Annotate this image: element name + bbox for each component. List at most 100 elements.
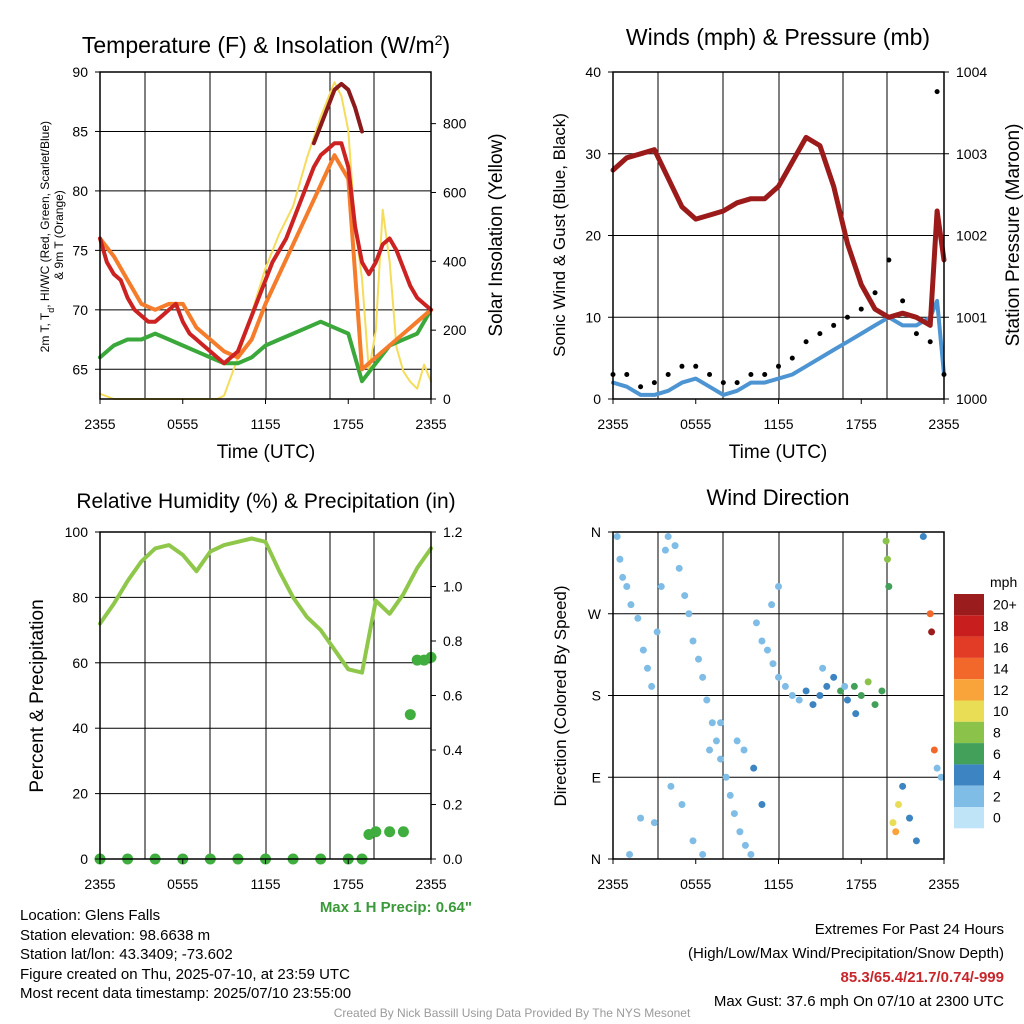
direction-point	[795, 696, 803, 704]
temperature-y-label: 2m T, Td, HI/WC (Red, Green, Scarlet/Blu…	[38, 118, 66, 353]
precip-point	[404, 709, 416, 721]
direction-point	[706, 746, 714, 754]
rh-xtick-label: 2355	[84, 876, 115, 892]
rh-y2tick-label: 0.4	[443, 742, 463, 758]
direction-point	[928, 628, 936, 636]
temp-y2tick-label: 200	[443, 322, 467, 338]
heat-index-line	[311, 81, 364, 146]
direction-point	[678, 801, 686, 808]
rh-ytick-label: 40	[72, 720, 88, 736]
direction-point	[639, 646, 647, 654]
colorbar-swatch	[954, 785, 984, 807]
dir-xtick-label: 0555	[680, 876, 711, 892]
direction-point	[736, 828, 744, 836]
temp-xtick-label: 2355	[415, 416, 446, 432]
colorbar-label: 18	[993, 618, 1009, 634]
direction-point	[912, 837, 920, 845]
direction-point	[722, 773, 730, 781]
direction-point	[634, 614, 642, 622]
wind-plot-frame	[612, 71, 945, 400]
rh-ytick-label: 0	[80, 851, 88, 867]
direction-point	[703, 696, 711, 704]
wind-ytick-label: 0	[593, 391, 601, 407]
direction-point	[758, 801, 766, 808]
wind-y2tick-label: 1002	[956, 228, 987, 244]
direction-point	[781, 682, 789, 690]
direction-point	[899, 782, 907, 790]
colorbar-label: 6	[993, 746, 1001, 762]
temperature-panel: Temperature (F) & Insolation (W/m2) Time…	[38, 32, 507, 463]
gust-point	[900, 298, 906, 304]
gust-point	[927, 339, 933, 345]
colorbar-label: 20+	[993, 597, 1017, 613]
direction-point	[894, 801, 902, 808]
direction-point	[717, 755, 725, 763]
direction-point	[752, 619, 760, 627]
wind-ytick-label: 40	[585, 64, 601, 80]
temp-y2tick-label: 0	[443, 391, 451, 407]
direction-point	[626, 850, 634, 858]
gust-point	[872, 290, 878, 296]
rh-y2tick-label: 0.2	[443, 797, 463, 813]
direction-point	[889, 819, 897, 827]
colorbar-swatch	[954, 743, 984, 765]
dir-ytick-label: E	[592, 769, 601, 785]
winds-title: Winds (mph) & Pressure (mb)	[626, 24, 930, 50]
direction-point	[850, 682, 858, 690]
gust-point	[679, 363, 685, 369]
direction-point	[685, 610, 693, 618]
gust-point	[707, 371, 713, 377]
direction-point	[775, 583, 782, 590]
direction-point	[830, 673, 838, 681]
direction-point	[758, 637, 766, 645]
temperature-title: Temperature (F) & Insolation (W/m2)	[82, 32, 450, 58]
precip-point	[370, 826, 382, 838]
direction-point	[857, 692, 865, 699]
direction-point	[689, 837, 697, 845]
temp-y2tick-label: 800	[443, 116, 467, 132]
temp-ytick-label: 80	[72, 183, 88, 199]
gust-point	[651, 380, 657, 386]
dir-ytick-label: S	[592, 688, 601, 704]
direction-point	[689, 637, 697, 645]
rh-y2tick-label: 1.0	[443, 579, 463, 595]
max-gust-text: Max Gust: 37.6 mph On 07/10 at 2300 UTC	[713, 993, 1004, 1010]
dir-xtick-label: 2355	[928, 876, 959, 892]
direction-point	[788, 692, 796, 699]
direction-point	[741, 841, 749, 849]
humidity-title: Relative Humidity (%) & Precipitation (i…	[76, 490, 455, 513]
rh-ytick-label: 100	[65, 524, 89, 540]
dir-plot-frame	[612, 531, 945, 860]
colorbar-label: 10	[993, 703, 1009, 719]
direction-point	[616, 555, 624, 563]
rh-xtick-label: 1755	[333, 876, 364, 892]
gust-point	[789, 355, 795, 361]
direction-point	[733, 737, 741, 745]
winds-y-label: Sonic Wind & Gust (Blue, Black)	[550, 113, 569, 357]
elevation-text: Station elevation: 98.6638 m	[20, 926, 211, 944]
extremes-info: Extremes For Past 24 Hours (High/Low/Max…	[688, 918, 1004, 1014]
direction-point	[883, 555, 891, 563]
gust-point	[638, 384, 644, 390]
direction-point	[671, 542, 679, 550]
direction-point	[643, 664, 651, 672]
direction-point	[823, 682, 831, 690]
direction-title: Wind Direction	[706, 485, 849, 510]
direction-point	[919, 533, 927, 541]
colorbar-label: 14	[993, 661, 1009, 677]
direction-point	[619, 573, 627, 581]
temp-ytick-label: 85	[72, 123, 88, 139]
direction-point	[740, 746, 748, 754]
temperature-x-label: Time (UTC)	[217, 442, 316, 463]
direction-point	[717, 719, 725, 727]
colorbar-label: 16	[993, 639, 1009, 655]
colorbar-swatch	[954, 594, 984, 616]
direction-point	[802, 687, 810, 695]
direction-point	[885, 583, 893, 590]
direction-point	[906, 814, 914, 822]
wind-xtick-label: 2355	[928, 416, 959, 432]
created-text: Figure created on Thu, 2025-07-10, at 23…	[20, 965, 350, 983]
direction-point	[613, 533, 621, 541]
temp-ytick-label: 75	[72, 242, 88, 258]
